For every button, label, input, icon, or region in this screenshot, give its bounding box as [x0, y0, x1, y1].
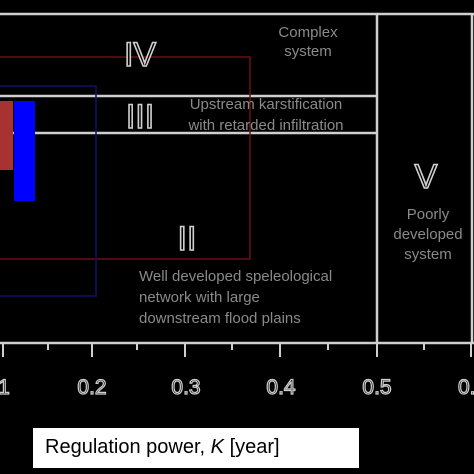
x-axis-label-prefix: Regulation power,	[45, 436, 211, 458]
zone-ii-line-2: network with large	[139, 289, 260, 306]
tick-label-0-6: 0.	[458, 376, 474, 399]
zone-iii-numeral: III	[126, 98, 154, 136]
zone-iv-outline	[0, 56, 251, 260]
x-axis-label: Regulation power, K [year]	[45, 436, 280, 459]
zone-iv-numeral: IV	[124, 36, 156, 74]
x-axis-label-box: Regulation power, K [year]	[33, 428, 359, 468]
zone-i-outline	[0, 85, 97, 297]
zone-v-line-1: Poorly	[407, 206, 450, 223]
tick-label-0-2: 0.2	[77, 376, 106, 399]
tick-label-0-1: 1	[0, 376, 10, 399]
zone-ii-numeral: II	[178, 220, 197, 258]
tick-label-0-4: 0.4	[266, 376, 296, 399]
zone-iv-line-2: system	[284, 43, 332, 60]
tick-label-0-5: 0.5	[362, 376, 391, 399]
x-axis-label-symbol: K	[210, 436, 225, 458]
zone-v-line-3: system	[404, 246, 452, 263]
zone-ii-line-1: Well developed speleological	[139, 268, 332, 285]
zone-v-numeral: V	[415, 158, 438, 196]
zone-iii-line-2: with retarded infiltration	[187, 117, 343, 134]
zone-iii-line-1: Upstream karstification	[190, 96, 343, 113]
zone-iv-line-1: Complex	[278, 24, 338, 41]
tick-label-0-3: 0.3	[171, 376, 200, 399]
red-bar	[0, 101, 13, 170]
blue-bar	[14, 101, 35, 201]
zone-v-line-2: developed	[393, 226, 462, 243]
zone-ii-line-3: downstream flood plains	[139, 310, 301, 327]
x-axis-label-suffix: [year]	[224, 436, 280, 458]
